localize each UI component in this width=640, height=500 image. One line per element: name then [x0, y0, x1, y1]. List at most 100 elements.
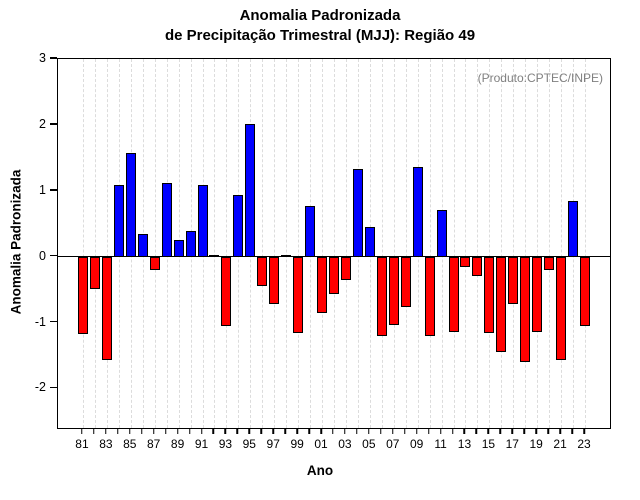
gridline — [106, 59, 108, 428]
x-tick-mark — [236, 428, 239, 434]
bar-2016 — [496, 256, 507, 352]
x-tick-2002 — [327, 428, 339, 456]
x-tick-mark — [200, 428, 203, 434]
x-tick-mark — [475, 428, 478, 434]
bar-2002 — [328, 256, 339, 294]
x-tick-mark — [427, 428, 430, 434]
year-slot-1997 — [268, 59, 280, 428]
y-tick-label: -2 — [34, 380, 46, 395]
bar-1981 — [77, 256, 88, 334]
y-tick-1: 1 — [39, 183, 57, 197]
year-slot-2015 — [483, 59, 495, 428]
gridline — [274, 59, 276, 428]
x-tick-2023: 23 — [577, 428, 591, 456]
bar-2015 — [484, 256, 495, 334]
gridline — [262, 59, 264, 428]
bar-2022 — [568, 201, 579, 257]
bars-container — [58, 59, 610, 428]
gridline — [381, 59, 383, 428]
bar-2012 — [448, 256, 459, 333]
x-tick-2000 — [303, 428, 315, 456]
x-tick-label: 97 — [266, 437, 280, 451]
x-tick-2009: 09 — [409, 428, 424, 456]
x-tick-1989: 89 — [170, 428, 185, 456]
x-tick-1984 — [112, 428, 124, 456]
x-tick-mark — [380, 428, 382, 434]
x-tick-1995: 95 — [243, 428, 256, 456]
x-tick-mark — [117, 428, 119, 434]
bar-2008 — [400, 256, 411, 308]
bar-2019 — [532, 256, 543, 333]
x-tick-mark — [547, 428, 549, 434]
year-slot-2008 — [400, 59, 412, 428]
bar-1986 — [137, 233, 148, 257]
x-tick-1999: 99 — [290, 428, 304, 456]
gridline — [513, 59, 515, 428]
year-slot-2010 — [424, 59, 436, 428]
x-tick-mark — [451, 428, 454, 434]
year-slot-1991 — [197, 59, 209, 428]
x-tick-mark — [93, 428, 95, 434]
year-slot-2004 — [352, 59, 364, 428]
x-tick-mark — [571, 428, 573, 434]
bar-2003 — [340, 256, 351, 281]
bar-2014 — [472, 256, 483, 277]
x-tick-1998 — [279, 428, 291, 456]
bar-2017 — [508, 256, 519, 305]
bar-1990 — [185, 230, 196, 257]
bar-1995 — [245, 123, 256, 257]
bar-2007 — [388, 256, 399, 326]
year-slot-1996 — [256, 59, 268, 428]
bar-1993 — [221, 256, 232, 326]
x-tick-label: 09 — [409, 437, 424, 451]
x-tick-2014 — [470, 428, 482, 456]
year-slot-2002 — [328, 59, 340, 428]
x-tick-2021: 21 — [553, 428, 567, 456]
chart-title-line2: de Precipitação Trimestral (MJJ): Região… — [164, 27, 476, 44]
gridline — [561, 59, 563, 428]
x-tick-label: 17 — [505, 437, 519, 451]
x-tick-label: 89 — [170, 437, 185, 451]
x-tick-mark — [332, 428, 334, 434]
bar-2001 — [317, 256, 328, 314]
chart-title: Anomalia Padronizada de Precipitação Tri… — [0, 6, 640, 46]
x-tick-2004 — [351, 428, 363, 456]
y-tick-mark — [50, 123, 57, 125]
x-tick-1993: 93 — [219, 428, 232, 456]
x-tick-1996 — [255, 428, 267, 456]
x-tick-2020 — [542, 428, 554, 456]
x-tick-1986 — [136, 428, 148, 456]
gridline — [453, 59, 455, 428]
year-slot-2020 — [543, 59, 555, 428]
x-tick-mark — [487, 428, 490, 434]
x-tick-mark — [164, 428, 167, 434]
x-tick-label: 13 — [457, 437, 472, 451]
bar-1989 — [173, 239, 184, 257]
year-slot-1990 — [185, 59, 197, 428]
x-tick-label: 03 — [338, 437, 352, 451]
x-tick-label: 21 — [553, 437, 567, 451]
x-tick-2010 — [423, 428, 435, 456]
x-tick-mark — [523, 428, 525, 434]
x-tick-mark — [188, 428, 191, 434]
x-tick-mark — [129, 428, 131, 434]
x-tick-mark — [415, 428, 418, 434]
bar-2023 — [580, 256, 590, 326]
source-annotation: (Produto:CPTEC/INPE) — [477, 71, 603, 85]
x-tick-mark — [152, 428, 155, 434]
x-tick-mark — [248, 428, 251, 434]
y-tick-label: 3 — [39, 51, 46, 65]
year-slot-1986 — [137, 59, 149, 428]
bar-2018 — [520, 256, 531, 363]
y-tick-mark — [50, 57, 57, 59]
x-tick-2007: 07 — [386, 428, 399, 456]
gridline — [489, 59, 491, 428]
x-tick-2012 — [447, 428, 459, 456]
year-slot-2017 — [507, 59, 519, 428]
gridline — [585, 59, 586, 428]
x-tick-label: 19 — [529, 437, 543, 451]
year-slot-2005 — [364, 59, 376, 428]
x-tick-2005: 05 — [362, 428, 376, 456]
gridline — [82, 59, 84, 428]
x-tick-2003: 03 — [338, 428, 352, 456]
